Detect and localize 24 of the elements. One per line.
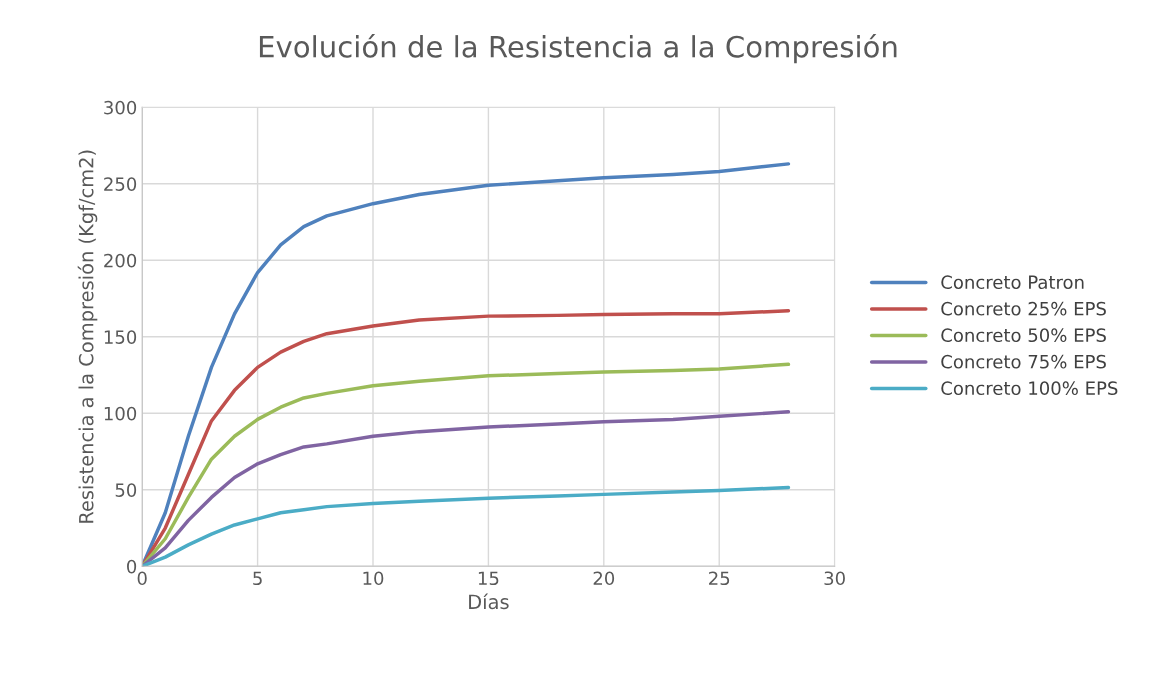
legend-label: Concreto 50% EPS [941, 328, 1106, 343]
y-tick-label: 200 [104, 253, 137, 268]
y-tick-label: 300 [104, 100, 137, 115]
legend-label: Concreto 25% EPS [941, 301, 1106, 316]
x-tick-label: 15 [478, 571, 499, 586]
y-tick-label: 100 [104, 406, 137, 421]
x-tick-label: 30 [824, 571, 845, 586]
x-tick-label: 0 [137, 571, 147, 586]
x-axis-title: Días [469, 593, 509, 610]
x-tick-label: 25 [709, 571, 730, 586]
y-tick-label: 250 [104, 177, 137, 191]
chart-title: Evolución de la Resistencia a la Compresión [259, 33, 897, 64]
line-series [142, 410, 791, 567]
legend-label: Concreto 75% EPS [941, 354, 1106, 369]
y-tick-label: 50 [115, 483, 137, 497]
y-tick-label: 0 [127, 559, 137, 574]
x-tick-label: 20 [593, 571, 615, 586]
y-axis-title: Resistencia a la Compresión (Kgf/cm2) [77, 150, 98, 523]
legend-label: Concreto Patron [941, 275, 1084, 290]
x-tick-label: 10 [363, 571, 384, 586]
line-series [142, 485, 791, 567]
x-tick-label: 5 [253, 571, 262, 586]
y-tick-label: 150 [104, 330, 137, 344]
legend-label: Concreto 100% EPS [941, 381, 1118, 396]
